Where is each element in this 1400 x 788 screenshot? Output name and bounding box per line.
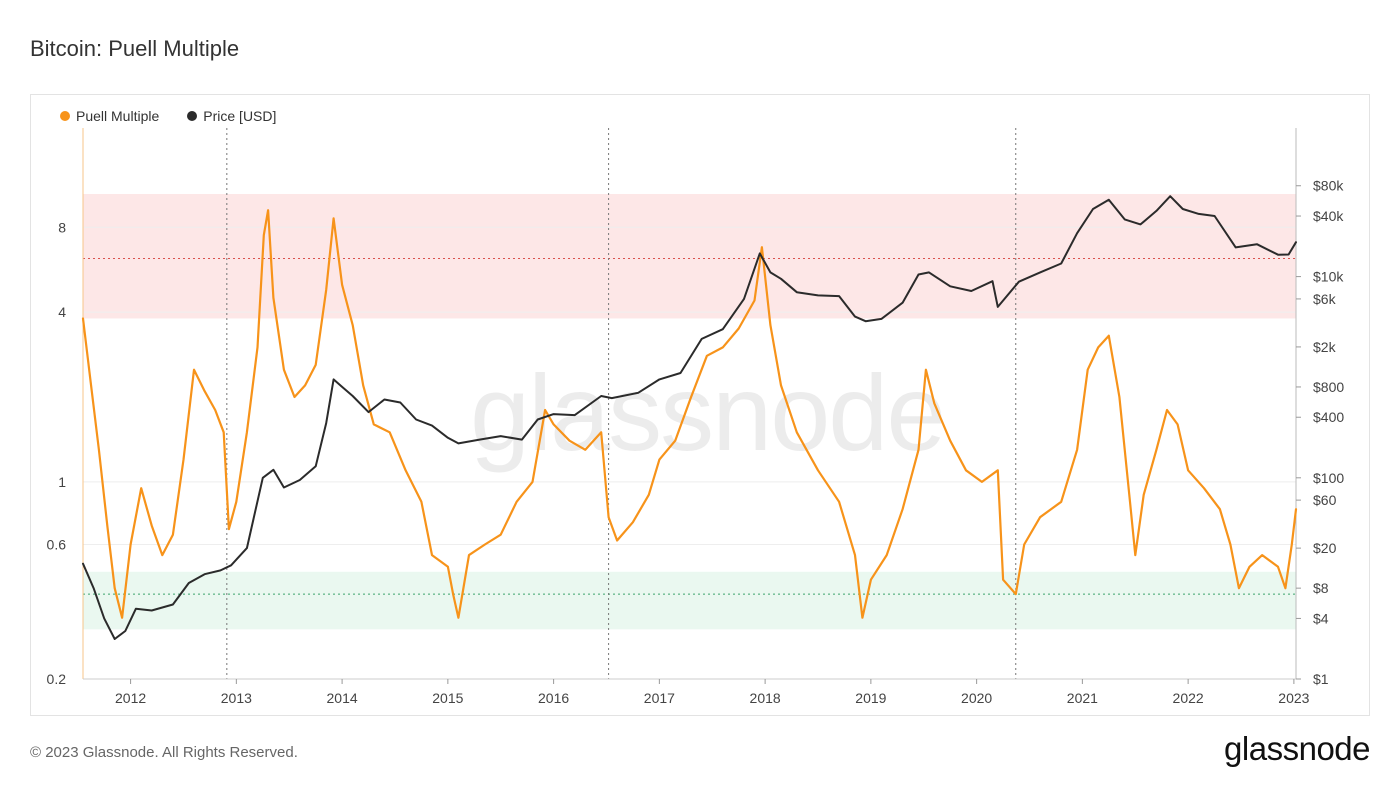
legend-dot-puell <box>60 111 70 121</box>
y-right-tick-label-4: $60 <box>1313 492 1337 508</box>
y-right-tick-label-1: $4 <box>1313 610 1329 626</box>
band-red <box>83 193 1296 319</box>
y-right-tick-label-6: $400 <box>1313 409 1344 425</box>
x-tick-label-2014: 2014 <box>327 690 358 706</box>
y-left-tick-label-0: 0.2 <box>47 671 67 687</box>
y-left-tick-label-4: 8 <box>58 219 66 235</box>
glassnode-logo[interactable]: glassnode <box>1224 730 1370 767</box>
chart-frame <box>30 94 1370 716</box>
x-tick-label-2020: 2020 <box>961 690 992 706</box>
legend-item-puell[interactable]: Puell Multiple <box>60 108 159 124</box>
x-tick-label-2012: 2012 <box>115 690 146 706</box>
y-left-tick-label-3: 4 <box>58 304 66 320</box>
x-tick-label-2021: 2021 <box>1067 690 1098 706</box>
legend-item-price[interactable]: Price [USD] <box>187 108 276 124</box>
y-right-tick-label-0: $1 <box>1313 671 1329 687</box>
series-line-puell-multiple <box>81 209 1298 619</box>
x-tick-label-2017: 2017 <box>644 690 675 706</box>
y-right-tick-label-5: $100 <box>1313 470 1344 486</box>
x-tick-label-2015: 2015 <box>432 690 463 706</box>
footer-copyright: © 2023 Glassnode. All Rights Reserved. <box>30 744 298 761</box>
y-right-tick-label-10: $10k <box>1313 269 1344 285</box>
y-left-tick-label-1: 0.6 <box>47 536 67 552</box>
y-right-tick-label-9: $6k <box>1313 291 1337 307</box>
y-right-tick-label-3: $20 <box>1313 540 1337 556</box>
y-right-tick-label-8: $2k <box>1313 339 1337 355</box>
page-title: Bitcoin: Puell Multiple <box>30 36 240 61</box>
y-left-tick-label-2: 1 <box>58 474 66 490</box>
watermark: glassnode <box>470 352 946 473</box>
legend-dot-price <box>187 111 198 121</box>
legend-label-price: Price [USD] <box>203 108 277 124</box>
chart-legend: Puell Multiple Price [USD] <box>60 108 276 124</box>
y-right-tick-label-7: $800 <box>1313 379 1344 395</box>
x-tick-label-2018: 2018 <box>750 690 781 706</box>
x-tick-label-2019: 2019 <box>855 690 886 706</box>
y-right-tick-label-11: $40k <box>1313 208 1344 224</box>
x-tick-label-2013: 2013 <box>221 690 252 706</box>
y-right-tick-label-2: $8 <box>1313 580 1329 596</box>
y-right-tick-label-12: $80k <box>1313 178 1344 194</box>
x-tick-label-2022: 2022 <box>1173 690 1204 706</box>
band-green <box>83 571 1296 630</box>
series-line-price-usd <box>82 195 1297 640</box>
x-tick-label-2016: 2016 <box>538 690 569 706</box>
legend-label-puell: Puell Multiple <box>76 108 160 124</box>
x-tick-label-2023: 2023 <box>1278 690 1309 706</box>
